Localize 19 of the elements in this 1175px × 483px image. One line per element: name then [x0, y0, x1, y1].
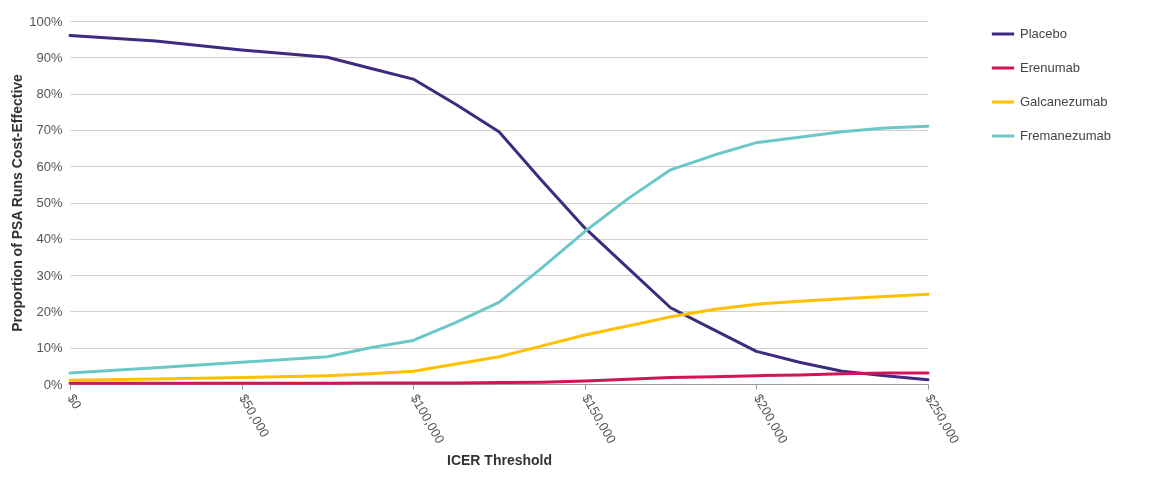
legend-label: Erenumab	[1020, 60, 1080, 75]
y-tick-label: 10%	[36, 340, 63, 356]
x-axis-title: ICER Threshold	[446, 451, 553, 468]
y-tick-label: 30%	[36, 267, 63, 283]
y-tick-label: 60%	[36, 158, 63, 174]
legend-label: Galcanezumab	[1020, 94, 1108, 109]
y-tick-label: 80%	[36, 86, 63, 102]
y-tick-label: 40%	[36, 231, 63, 247]
legend-label: Fremanezumab	[1020, 128, 1112, 143]
y-axis-title: Proportion of PSA Runs Cost-Effective	[9, 73, 26, 332]
y-tick-label: 0%	[43, 376, 63, 392]
line-series	[68, 124, 930, 375]
x-tick-label: $0	[64, 391, 85, 412]
y-tick-label: 50%	[36, 195, 63, 210]
y-tick-label: 70%	[36, 122, 63, 138]
y-tick-label: 100%	[29, 13, 63, 29]
legend-label: Placebo	[1020, 26, 1067, 41]
y-tick-label: 20%	[36, 303, 63, 319]
y-tick-label: 90%	[36, 49, 63, 65]
